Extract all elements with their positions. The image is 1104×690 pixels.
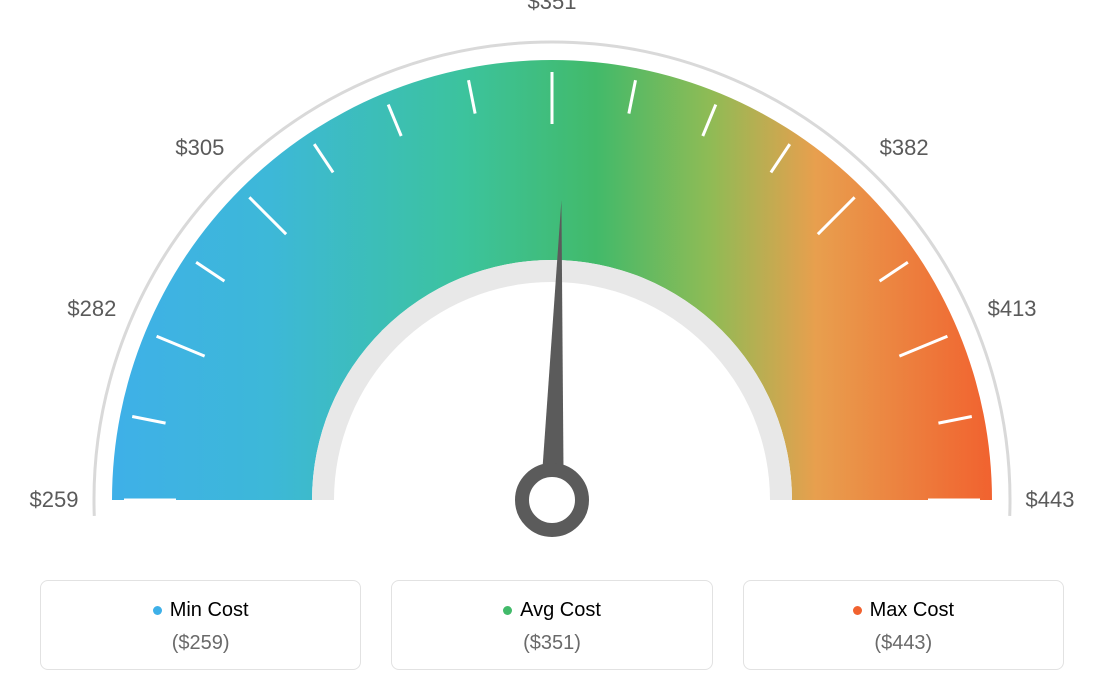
legend-card-max: Max Cost ($443) — [743, 580, 1064, 670]
gauge-tick-label: $443 — [1026, 487, 1075, 513]
legend-title-text: Max Cost — [870, 599, 954, 622]
dot-icon — [853, 606, 862, 615]
gauge-tick-label: $259 — [30, 487, 79, 513]
legend-card-avg: Avg Cost ($351) — [391, 580, 712, 670]
legend-title-max: Max Cost — [853, 599, 954, 622]
legend-value-min: ($259) — [53, 632, 348, 655]
legend-row: Min Cost ($259) Avg Cost ($351) Max Cost… — [0, 580, 1104, 670]
gauge-tick-label: $382 — [880, 135, 929, 161]
dot-icon — [503, 606, 512, 615]
legend-title-text: Avg Cost — [520, 599, 601, 622]
gauge-chart: $259 $282 $305 $351 $382 $413 $443 — [0, 0, 1104, 560]
legend-title-min: Min Cost — [153, 599, 249, 622]
legend-title-text: Min Cost — [170, 599, 249, 622]
legend-value-avg: ($351) — [404, 632, 699, 655]
gauge-tick-label: $282 — [67, 296, 116, 322]
legend-value-max: ($443) — [756, 632, 1051, 655]
gauge-tick-label: $351 — [528, 0, 577, 15]
gauge-tick-label: $305 — [175, 135, 224, 161]
gauge-tick-label: $413 — [988, 296, 1037, 322]
legend-card-min: Min Cost ($259) — [40, 580, 361, 670]
legend-title-avg: Avg Cost — [503, 599, 601, 622]
dot-icon — [153, 606, 162, 615]
gauge-svg — [0, 0, 1104, 560]
